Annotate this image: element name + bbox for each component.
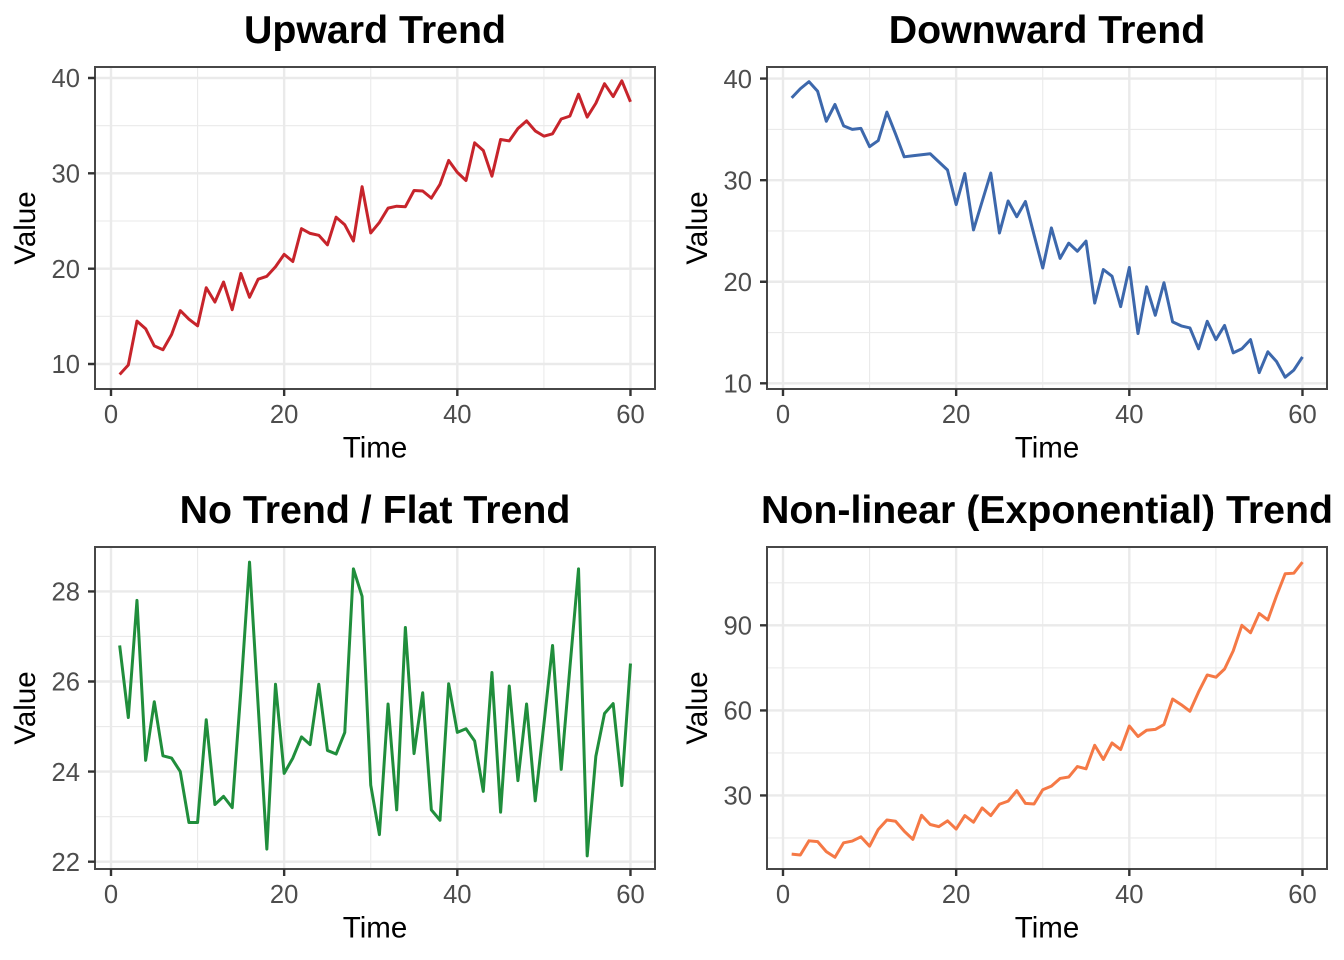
svg-text:Time: Time	[1015, 912, 1079, 945]
svg-text:Value: Value	[681, 191, 714, 264]
svg-text:60: 60	[616, 401, 644, 429]
svg-text:Time: Time	[343, 912, 407, 945]
svg-text:20: 20	[942, 401, 970, 429]
svg-text:22: 22	[52, 849, 80, 877]
svg-text:60: 60	[1288, 881, 1316, 909]
svg-text:Downward Trend: Downward Trend	[889, 8, 1206, 52]
svg-text:60: 60	[1288, 401, 1316, 429]
svg-text:20: 20	[52, 256, 80, 284]
svg-text:26: 26	[52, 669, 80, 697]
svg-text:Value: Value	[9, 671, 42, 744]
svg-text:30: 30	[52, 161, 80, 189]
svg-text:30: 30	[724, 167, 752, 195]
svg-text:No Trend / Flat Trend: No Trend / Flat Trend	[180, 488, 571, 532]
svg-text:40: 40	[724, 66, 752, 94]
svg-text:0: 0	[104, 401, 118, 429]
svg-text:40: 40	[443, 881, 471, 909]
svg-text:20: 20	[270, 401, 298, 429]
svg-text:40: 40	[1115, 401, 1143, 429]
svg-text:10: 10	[724, 371, 752, 399]
svg-text:30: 30	[724, 783, 752, 811]
svg-text:10: 10	[52, 351, 80, 379]
svg-text:40: 40	[1115, 881, 1143, 909]
svg-text:Value: Value	[681, 671, 714, 744]
svg-text:20: 20	[942, 881, 970, 909]
svg-text:60: 60	[616, 881, 644, 909]
svg-text:Time: Time	[343, 432, 407, 465]
svg-text:40: 40	[443, 401, 471, 429]
svg-text:Non-linear (Exponential) Trend: Non-linear (Exponential) Trend	[761, 488, 1333, 532]
svg-text:20: 20	[724, 269, 752, 297]
svg-text:24: 24	[52, 759, 80, 787]
svg-text:40: 40	[52, 65, 80, 93]
svg-text:0: 0	[104, 881, 118, 909]
svg-text:0: 0	[776, 401, 790, 429]
svg-text:20: 20	[270, 881, 298, 909]
svg-text:Time: Time	[1015, 432, 1079, 465]
svg-text:0: 0	[776, 881, 790, 909]
svg-text:Value: Value	[9, 191, 42, 264]
svg-text:Upward Trend: Upward Trend	[244, 8, 506, 52]
svg-text:90: 90	[724, 613, 752, 641]
svg-text:60: 60	[724, 698, 752, 726]
svg-text:28: 28	[52, 579, 80, 607]
